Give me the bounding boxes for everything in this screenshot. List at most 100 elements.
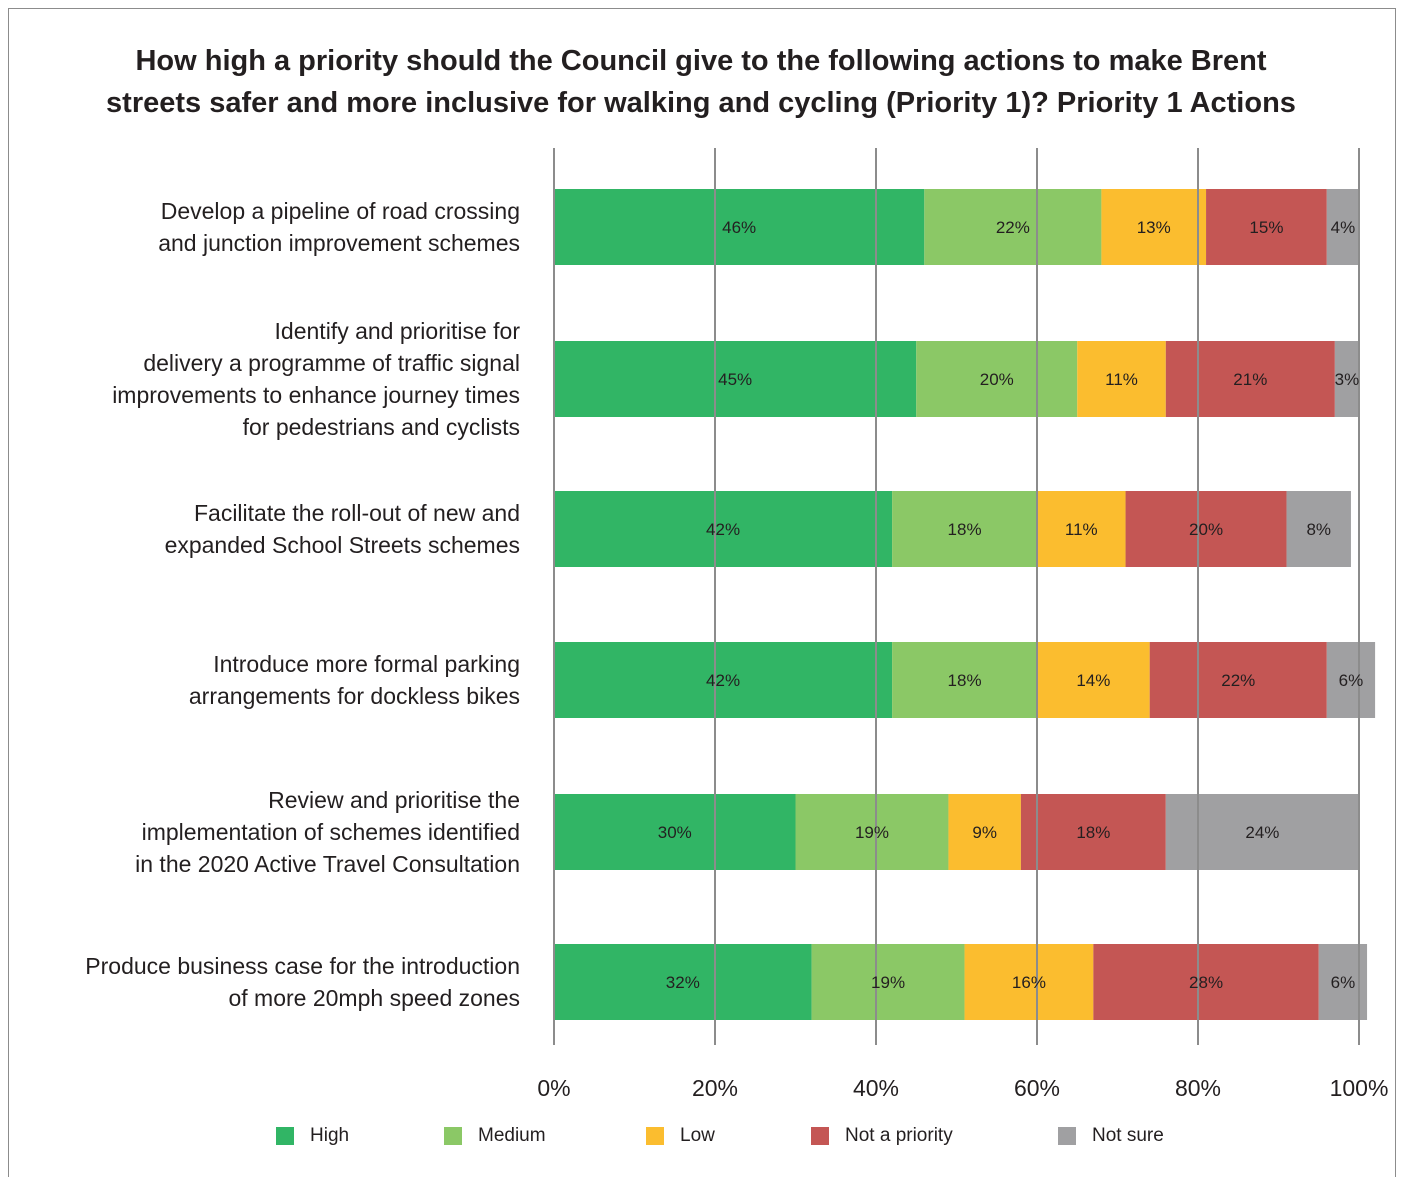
bar-segment bbox=[554, 944, 812, 1020]
bar-segment bbox=[1020, 794, 1166, 870]
bar-segment bbox=[811, 944, 965, 1020]
bar-segment bbox=[554, 642, 893, 718]
data-label: 19% bbox=[855, 823, 889, 842]
legend: High Medium Low Not a priority Not sure bbox=[0, 1122, 1402, 1150]
x-tick-label: 80% bbox=[1175, 1075, 1221, 1101]
x-tick-label: 20% bbox=[692, 1075, 738, 1101]
legend-swatch bbox=[1058, 1127, 1076, 1145]
bar-segment bbox=[1037, 642, 1150, 718]
legend-swatch bbox=[444, 1127, 462, 1145]
bar-segment bbox=[948, 794, 1021, 870]
category-label-line: of more 20mph speed zones bbox=[228, 985, 520, 1011]
bar-segment bbox=[1149, 642, 1327, 718]
legend-item: High bbox=[276, 1122, 349, 1150]
bar-segment bbox=[916, 341, 1078, 417]
data-label: 18% bbox=[948, 671, 982, 690]
category-label-line: Introduce more formal parking bbox=[213, 651, 520, 677]
bar-segment bbox=[1165, 341, 1335, 417]
bar-segment bbox=[1286, 491, 1351, 567]
bar-segment bbox=[892, 491, 1037, 567]
data-label: 42% bbox=[706, 671, 740, 690]
data-label: 11% bbox=[1105, 370, 1138, 389]
bar-segment bbox=[1326, 189, 1359, 265]
bar-segment bbox=[554, 491, 893, 567]
data-label: 30% bbox=[658, 823, 692, 842]
x-tick-label: 60% bbox=[1014, 1075, 1060, 1101]
bar-segment bbox=[1037, 491, 1126, 567]
data-label: 20% bbox=[980, 370, 1014, 389]
bar-segment bbox=[924, 189, 1102, 265]
legend-label: Medium bbox=[478, 1125, 546, 1146]
category-label-line: Develop a pipeline of road crossing bbox=[161, 198, 520, 224]
legend-item: Not sure bbox=[1058, 1122, 1164, 1150]
legend-swatch bbox=[276, 1127, 294, 1145]
chart-frame bbox=[8, 8, 1396, 1177]
legend-label: High bbox=[310, 1125, 350, 1146]
category-label-line: for pedestrians and cyclists bbox=[243, 414, 520, 440]
category-label-line: Produce business case for the introducti… bbox=[85, 953, 520, 979]
data-label: 45% bbox=[718, 370, 752, 389]
category-label: Produce business case for the introducti… bbox=[85, 953, 520, 1011]
data-label: 42% bbox=[706, 520, 740, 539]
data-label: 18% bbox=[948, 520, 982, 539]
data-label: 11% bbox=[1065, 520, 1098, 539]
bar-segment bbox=[554, 189, 925, 265]
bar-segment bbox=[1326, 642, 1376, 718]
bar-segment bbox=[1206, 189, 1327, 265]
bar-segment bbox=[964, 944, 1094, 1020]
data-label: 22% bbox=[1221, 671, 1255, 690]
category-label-line: in the 2020 Active Travel Consultation bbox=[135, 851, 520, 877]
category-label-line: Facilitate the roll-out of new and bbox=[194, 500, 520, 526]
category-label-line: Identify and prioritise for bbox=[275, 318, 521, 344]
data-label: 16% bbox=[1012, 973, 1046, 992]
data-label: 20% bbox=[1189, 520, 1223, 539]
data-label: 6% bbox=[1331, 973, 1356, 992]
legend-item: Not a priority bbox=[811, 1122, 953, 1150]
data-label: 19% bbox=[871, 973, 905, 992]
legend-swatch bbox=[811, 1127, 829, 1145]
data-label: 46% bbox=[722, 218, 756, 237]
data-label: 13% bbox=[1137, 218, 1171, 237]
category-label-line: improvements to enhance journey times bbox=[112, 382, 520, 408]
category-label: Introduce more formal parking arrangement… bbox=[189, 651, 520, 709]
bars-layer bbox=[554, 189, 1376, 1020]
chart-title: How high a priority should the Council g… bbox=[20, 40, 1382, 124]
category-label: Identify and prioritise for delivery a pr… bbox=[112, 318, 520, 440]
data-label: 32% bbox=[666, 973, 700, 992]
legend-label: Low bbox=[680, 1125, 715, 1146]
legend-swatch bbox=[646, 1127, 664, 1145]
grid-layer bbox=[553, 148, 1360, 1045]
bar-segment bbox=[1077, 341, 1166, 417]
bar-segment bbox=[554, 341, 917, 417]
data-label: 18% bbox=[1076, 823, 1110, 842]
legend-item: Low bbox=[646, 1122, 715, 1150]
x-tick-label: 40% bbox=[853, 1075, 899, 1101]
category-label-line: arrangements for dockless bikes bbox=[189, 683, 520, 709]
category-label-line: delivery a programme of traffic signal bbox=[143, 350, 520, 376]
data-label: 22% bbox=[996, 218, 1030, 237]
data-label: 24% bbox=[1245, 823, 1279, 842]
legend-label: Not a priority bbox=[845, 1125, 953, 1146]
data-label: 8% bbox=[1306, 520, 1331, 539]
legend-item: Medium bbox=[444, 1122, 546, 1150]
bar-segment bbox=[1125, 491, 1287, 567]
category-label: Review and prioritise the implementation … bbox=[135, 787, 520, 877]
bar-segment bbox=[1334, 341, 1359, 417]
category-label-line: implementation of schemes identified bbox=[142, 819, 520, 845]
bar-segment bbox=[1093, 944, 1319, 1020]
labels-layer: 46% 22% 13% 15% 4% 45% 20% 11% 21% 3% 42% 18% 11% 20%… bbox=[85, 198, 1388, 1101]
legend-label: Not sure bbox=[1092, 1125, 1164, 1146]
bar-segment bbox=[892, 642, 1037, 718]
chart-title-line-1: How high a priority should the Council g… bbox=[135, 45, 1267, 77]
category-label: Develop a pipeline of road crossing and j… bbox=[158, 198, 520, 256]
data-label: 14% bbox=[1076, 671, 1110, 690]
x-tick-label: 100% bbox=[1330, 1075, 1389, 1101]
data-label: 21% bbox=[1233, 370, 1267, 389]
bar-segment bbox=[554, 794, 796, 870]
category-label-line: and junction improvement schemes bbox=[158, 230, 520, 256]
category-label-line: expanded School Streets schemes bbox=[165, 532, 520, 558]
category-label: Facilitate the roll-out of new and expand… bbox=[165, 500, 520, 558]
category-label-line: Review and prioritise the bbox=[268, 787, 520, 813]
data-label: 6% bbox=[1339, 671, 1364, 690]
